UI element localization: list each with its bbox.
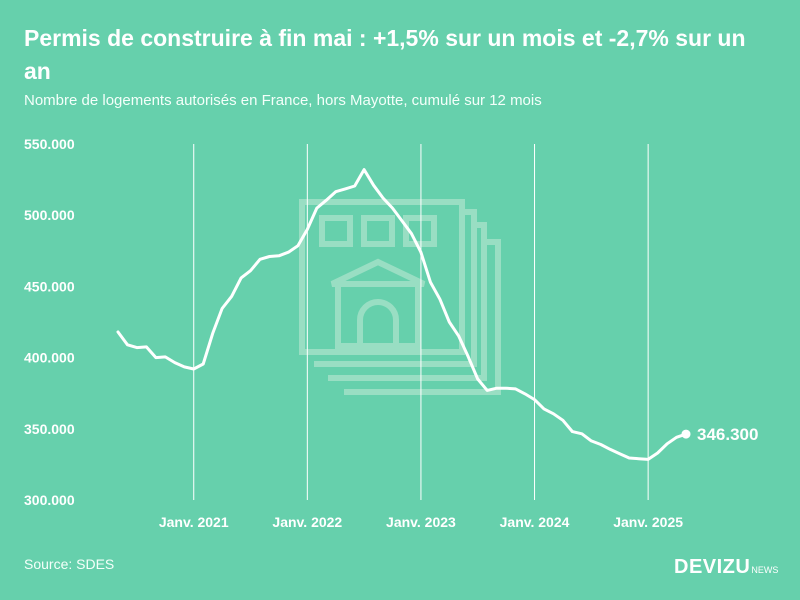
brand-logo: DEVIZU NEWS xyxy=(674,556,778,579)
y-tick-label: 400.000 xyxy=(24,350,75,366)
source-note: Source: SDES xyxy=(24,556,115,572)
x-tick-label: Janv. 2021 xyxy=(159,514,229,530)
x-axis: Janv. 2021 Janv. 2022 Janv. 2023 Janv. 2024… xyxy=(159,514,683,530)
y-tick-label: 500.000 xyxy=(24,207,75,223)
brand-sub: NEWS xyxy=(751,565,779,575)
series-line xyxy=(116,168,688,461)
vertical-gridlines xyxy=(193,144,649,500)
end-point xyxy=(681,429,691,439)
x-tick-label: Janv. 2024 xyxy=(500,514,570,530)
brand-name: DEVIZU xyxy=(674,556,751,578)
y-tick-label: 350.000 xyxy=(24,421,75,437)
y-tick-label: 300.000 xyxy=(24,492,75,508)
y-tick-label: 450.000 xyxy=(24,278,75,294)
chart-title: Permis de construire à fin mai : +1,5% s… xyxy=(24,25,746,84)
chart-subtitle: Nombre de logements autorisés en France,… xyxy=(24,92,542,109)
y-axis: 550.000 500.000 450.000 400.000 350.000 300.0… xyxy=(24,136,75,508)
x-tick-label: Janv. 2023 xyxy=(386,514,456,530)
y-tick-label: 550.000 xyxy=(24,136,75,152)
building-icon xyxy=(299,199,501,395)
x-tick-label: Janv. 2022 xyxy=(272,514,342,530)
end-value-label: 346.300 xyxy=(697,425,758,444)
x-tick-label: Janv. 2025 xyxy=(613,514,683,530)
